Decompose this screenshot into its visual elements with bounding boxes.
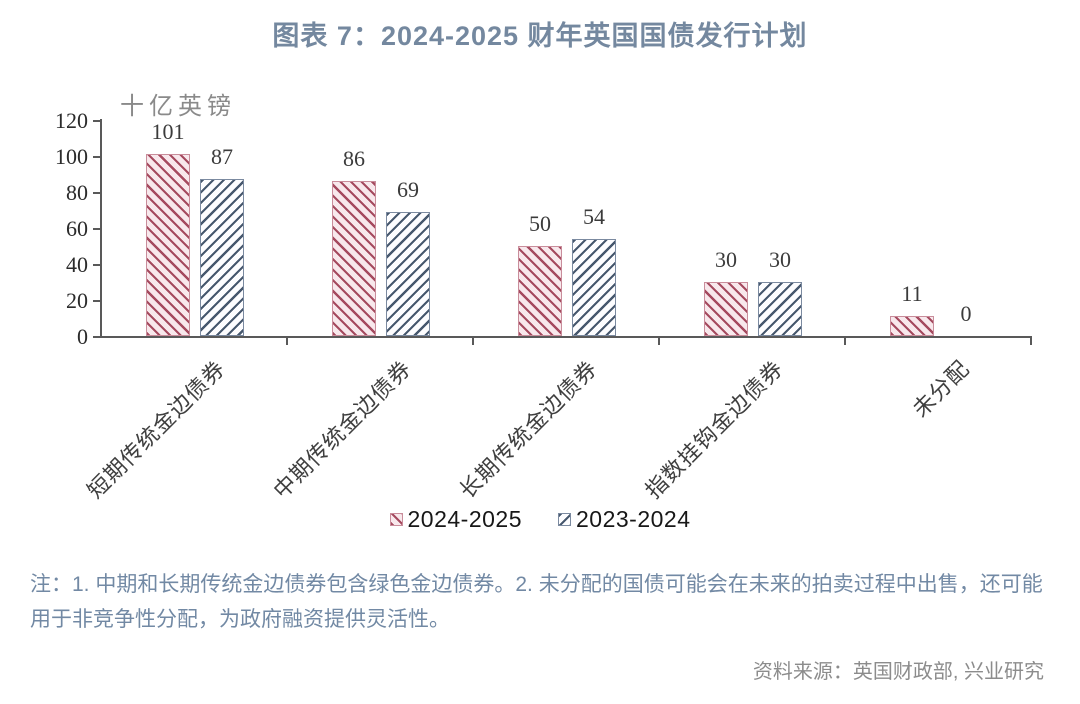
legend: 2024-2025 2023-2024 (0, 506, 1080, 533)
chart-title: 图表 7：2024-2025 财年英国国债发行计划 (272, 21, 808, 51)
bar-value-label: 54 (583, 204, 605, 229)
x-category-label: 中期传统金边债券 (268, 355, 417, 504)
y-axis-tick-label: 0 (77, 324, 88, 349)
bar-2024-2025 (332, 181, 376, 336)
x-axis-tick (472, 338, 474, 345)
bar-value-label: 69 (397, 177, 419, 202)
legend-swatch-red-hatch (389, 513, 403, 526)
x-category-label: 长期传统金边债券 (454, 355, 603, 504)
bar-value-label: 11 (901, 281, 923, 306)
bar-2024-2025 (704, 282, 748, 336)
bar-2023-2024 (200, 179, 244, 336)
bar-value-label: 30 (769, 247, 791, 272)
bar-2023-2024 (386, 212, 430, 336)
bar-2023-2024 (758, 282, 802, 336)
y-axis-unit-label: 十亿英镑 (120, 94, 236, 120)
y-axis-line (100, 119, 102, 338)
y-axis-tick (93, 228, 100, 230)
x-axis-tick (658, 338, 660, 345)
bar-2024-2025 (518, 246, 562, 336)
y-axis-tick-label: 100 (55, 144, 88, 169)
y-axis-tick-label: 120 (55, 108, 88, 133)
legend-label: 2023-2024 (576, 506, 691, 532)
x-axis-tick (844, 338, 846, 345)
bar-2024-2025 (146, 154, 190, 336)
bar-2023-2024 (572, 239, 616, 336)
bar-value-label: 0 (960, 301, 972, 326)
x-category-label: 指数挂钩金边债券 (640, 355, 789, 504)
x-category-label: 短期传统金边债券 (82, 355, 231, 504)
legend-item-2023-2024: 2023-2024 (558, 506, 691, 533)
legend-item-2024-2025: 2024-2025 (389, 506, 523, 533)
bar-value-label: 30 (715, 247, 737, 272)
chart-note: 注：1. 中期和长期传统金边债券包含绿色金边债券。2. 未分配的国债可能会在未来… (30, 573, 1043, 631)
bar-value-label: 101 (151, 119, 185, 144)
chart-source: 资料来源：英国财政部, 兴业研究 (752, 661, 1044, 683)
bar-2024-2025 (890, 316, 934, 336)
y-axis-tick-label: 60 (66, 216, 88, 241)
bar-value-label: 86 (343, 146, 365, 171)
bar-value-label: 87 (211, 144, 233, 169)
plot-area: 101 87 86 69 50 54 30 30 11 0 (102, 119, 1032, 336)
x-category-label: 未分配 (907, 355, 975, 423)
y-axis-tick (93, 300, 100, 302)
x-axis-line (100, 336, 1032, 338)
y-axis-tick (93, 264, 100, 266)
y-axis-tick-label: 40 (66, 252, 88, 277)
legend-swatch-blue-hatch (558, 513, 571, 526)
bar-value-label: 50 (529, 211, 551, 236)
x-axis-tick (1030, 338, 1032, 345)
legend-label: 2024-2025 (407, 506, 522, 532)
y-axis-tick (93, 156, 100, 158)
y-axis-tick-label: 20 (66, 288, 88, 313)
y-axis-tick (93, 336, 100, 338)
y-axis-tick-label: 80 (66, 180, 88, 205)
x-axis-tick (286, 338, 288, 345)
y-axis-tick (93, 192, 100, 194)
y-axis-tick (93, 120, 100, 122)
